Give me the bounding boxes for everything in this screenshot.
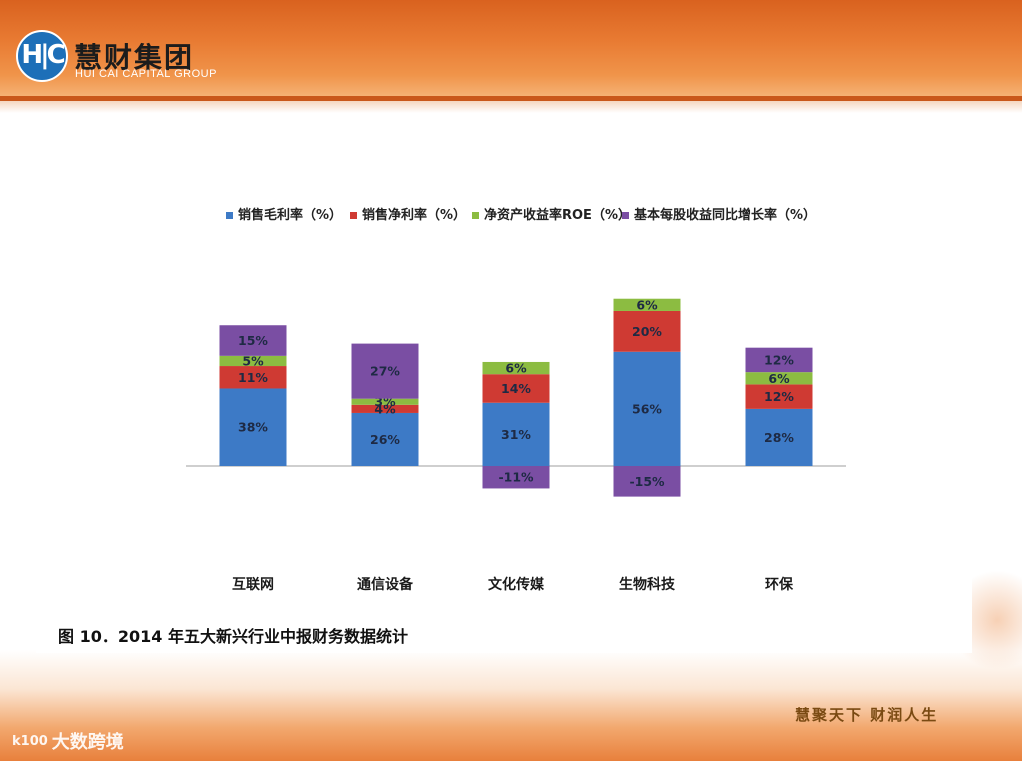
brand-name-cn: 慧财集团 — [74, 41, 195, 74]
bar-segment-gross-margin-biotech — [613, 351, 681, 466]
legend-swatch-roe — [472, 212, 479, 219]
legend-item-gross-margin: 销售毛利率（%） — [226, 204, 342, 223]
legend-item-roe: 净资产收益率ROE（%） — [472, 204, 631, 223]
data-label-gross-margin-culture-media: 31% — [501, 427, 531, 442]
data-label-gross-margin-internet: 38% — [238, 420, 268, 435]
data-label-gross-margin-telecom-equipment: 26% — [370, 432, 400, 447]
bar-segment-net-margin-internet — [219, 366, 287, 389]
bar-segment-gross-margin-internet — [219, 388, 287, 466]
data-label-eps-growth-telecom-equipment: 27% — [370, 364, 400, 379]
bar-segment-roe-biotech — [613, 298, 681, 311]
bar-segment-net-margin-environmental — [745, 384, 813, 409]
legend-label-gross-margin: 销售毛利率（%） — [238, 208, 343, 223]
data-label-net-margin-biotech: 20% — [632, 324, 662, 339]
data-label-net-margin-telecom-equipment: 4% — [374, 401, 396, 416]
legend-label-net-margin: 销售净利率（%） — [362, 208, 467, 223]
legend-swatch-gross-margin — [226, 212, 233, 219]
bar-segment-roe-telecom-equipment — [351, 398, 419, 405]
data-label-net-margin-internet: 11% — [238, 370, 268, 385]
footer-slogan: 慧聚天下 财润人生 — [795, 706, 939, 724]
footer-band — [0, 650, 1022, 761]
bar-segment-roe-internet — [219, 355, 287, 367]
bar-segment-eps-growth-biotech — [613, 466, 681, 497]
brand-name-en: HUI CAI CAPITAL GROUP — [75, 68, 217, 80]
legend-item-net-margin: 销售净利率（%） — [350, 204, 466, 223]
bar-segment-net-margin-culture-media — [482, 374, 550, 403]
data-label-eps-growth-culture-media: -11% — [498, 470, 534, 485]
bar-segment-eps-growth-telecom-equipment — [351, 343, 419, 399]
header-divider — [0, 96, 1022, 101]
category-label-internet: 互联网 — [232, 577, 274, 593]
data-label-eps-growth-environmental: 12% — [764, 352, 794, 367]
bar-segment-net-margin-telecom-equipment — [351, 404, 419, 413]
watermark-text: 大数跨境 — [51, 732, 124, 753]
bar-segment-gross-margin-culture-media — [482, 402, 550, 466]
data-label-eps-growth-biotech: -15% — [629, 474, 665, 489]
legend-swatch-eps-growth — [622, 212, 629, 219]
figure-caption: 图 10．2014 年五大新兴行业中报财务数据统计 — [58, 627, 408, 646]
header-bar — [0, 0, 1022, 100]
data-label-eps-growth-internet: 15% — [238, 333, 268, 348]
header-shadow — [0, 101, 1022, 113]
legend-label-roe: 净资产收益率ROE（%） — [484, 208, 631, 223]
bar-segment-gross-margin-environmental — [745, 408, 813, 466]
category-label-culture-media: 文化传媒 — [488, 576, 545, 593]
company-logo: H|C — [16, 30, 68, 82]
legend-swatch-net-margin — [350, 212, 357, 219]
data-label-gross-margin-biotech: 56% — [632, 401, 662, 416]
bar-segment-eps-growth-culture-media — [482, 466, 550, 489]
data-label-net-margin-culture-media: 14% — [501, 381, 531, 396]
category-label-telecom-equipment: 通信设备 — [357, 576, 414, 593]
data-label-roe-environmental: 6% — [768, 371, 790, 386]
legend-item-eps-growth: 基本每股收益同比增长率（%） — [622, 204, 816, 223]
data-label-roe-biotech: 6% — [636, 297, 658, 312]
bar-segment-gross-margin-telecom-equipment — [351, 412, 419, 466]
bar-segment-eps-growth-environmental — [745, 347, 813, 373]
logo-letters: H|C — [21, 40, 65, 70]
bar-segment-net-margin-biotech — [613, 310, 681, 352]
watermark-logo-icon: k100 — [12, 733, 48, 749]
data-label-roe-culture-media: 6% — [505, 361, 527, 376]
bar-segment-roe-culture-media — [482, 361, 550, 375]
bar-segment-roe-environmental — [745, 372, 813, 385]
category-label-biotech: 生物科技 — [619, 576, 676, 593]
data-label-gross-margin-environmental: 28% — [764, 430, 794, 445]
watermark: k100 大数跨境 — [12, 728, 124, 754]
data-label-net-margin-environmental: 12% — [764, 389, 794, 404]
data-label-roe-internet: 5% — [242, 353, 264, 368]
category-label-environmental: 环保 — [765, 576, 794, 593]
bar-segment-eps-growth-internet — [219, 325, 287, 356]
legend-label-eps-growth: 基本每股收益同比增长率（%） — [634, 208, 817, 223]
